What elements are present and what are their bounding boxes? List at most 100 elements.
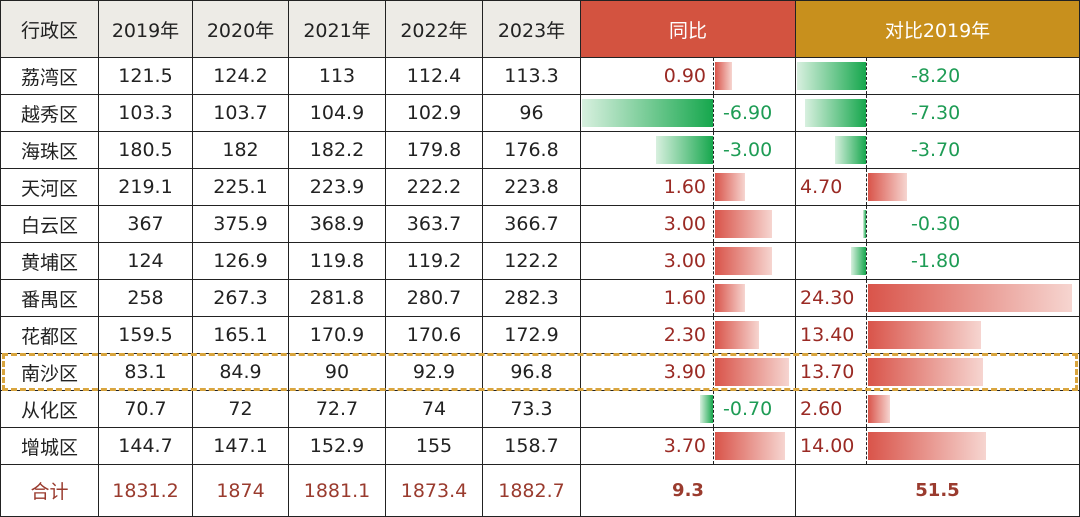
vs2019-positive-bar <box>868 173 908 201</box>
total-year-value: 1882.7 <box>482 464 581 517</box>
yoy-cell: 3.70 <box>580 427 796 465</box>
year-value: 179.8 <box>385 131 483 169</box>
total-vs2019: 51.5 <box>795 464 1080 517</box>
year-value: 104.9 <box>288 94 386 132</box>
year-value: 119.8 <box>288 242 386 280</box>
year-value: 155 <box>385 427 483 465</box>
vs2019-cell: 14.00 <box>795 427 1080 465</box>
yoy-cell: -3.00 <box>580 131 796 169</box>
year-value: 219.1 <box>98 168 193 206</box>
yoy-value: -6.90 <box>723 102 773 124</box>
yoy-negative-bar <box>699 395 713 423</box>
year-value: 367 <box>98 205 193 243</box>
vs2019-negative-bar <box>850 247 866 275</box>
header-2019: 2019年 <box>98 0 193 58</box>
district-name: 南沙区 <box>0 353 99 391</box>
vs2019-cell: -3.70 <box>795 131 1080 169</box>
zero-axis-line <box>866 169 867 205</box>
district-name: 黄埔区 <box>0 242 99 280</box>
total-year-value: 1874 <box>192 464 289 517</box>
vs2019-cell: 2.60 <box>795 390 1080 428</box>
zero-axis-line <box>713 132 714 168</box>
year-value: 368.9 <box>288 205 386 243</box>
yoy-value: -0.70 <box>723 398 773 420</box>
year-value: 172.9 <box>482 316 581 354</box>
table-row: 黄埔区 124 126.9 119.8 119.2 122.2 3.00 -1.80 <box>0 242 1080 280</box>
year-value: 176.8 <box>482 131 581 169</box>
header-2020: 2020年 <box>192 0 289 58</box>
table-row: 从化区 70.7 72 72.7 74 73.3 -0.70 2.60 <box>0 390 1080 428</box>
district-name: 从化区 <box>0 390 99 428</box>
year-value: 73.3 <box>482 390 581 428</box>
yoy-negative-bar <box>656 136 713 164</box>
zero-axis-line <box>713 428 714 464</box>
year-value: 96 <box>482 94 581 132</box>
year-value: 281.8 <box>288 279 386 317</box>
header-2022: 2022年 <box>385 0 483 58</box>
yoy-cell: 1.60 <box>580 279 796 317</box>
year-value: 72.7 <box>288 390 386 428</box>
district-name: 荔湾区 <box>0 57 99 95</box>
zero-axis-line <box>713 169 714 205</box>
year-value: 144.7 <box>98 427 193 465</box>
zero-axis-line <box>713 95 714 131</box>
year-value: 72 <box>192 390 289 428</box>
year-value: 103.3 <box>98 94 193 132</box>
total-year-value: 1881.1 <box>288 464 386 517</box>
yoy-positive-bar <box>715 62 733 90</box>
yoy-cell: 3.90 <box>580 353 796 391</box>
yoy-positive-bar <box>715 210 772 238</box>
year-value: 83.1 <box>98 353 193 391</box>
year-value: 119.2 <box>385 242 483 280</box>
yoy-value: 3.90 <box>663 361 706 383</box>
vs2019-value: -0.30 <box>911 213 961 235</box>
year-value: 92.9 <box>385 353 483 391</box>
vs2019-cell: 4.70 <box>795 168 1080 206</box>
year-value: 267.3 <box>192 279 289 317</box>
vs2019-negative-bar <box>797 62 866 90</box>
header-vs-2019: 对比2019年 <box>795 0 1080 58</box>
year-value: 170.6 <box>385 316 483 354</box>
year-value: 90 <box>288 353 386 391</box>
table-row: 白云区 367 375.9 368.9 363.7 366.7 3.00 -0.30 <box>0 205 1080 243</box>
district-name: 番禺区 <box>0 279 99 317</box>
year-value: 225.1 <box>192 168 289 206</box>
vs2019-cell: 24.30 <box>795 279 1080 317</box>
table-row: 海珠区 180.5 182 182.2 179.8 176.8 -3.00 -3.70 <box>0 131 1080 169</box>
vs2019-positive-bar <box>868 321 981 349</box>
table-row: 天河区 219.1 225.1 223.9 222.2 223.8 1.60 4.70 <box>0 168 1080 206</box>
zero-axis-line <box>713 58 714 94</box>
vs2019-positive-bar <box>868 395 890 423</box>
yoy-positive-bar <box>715 358 790 386</box>
vs2019-value: 4.70 <box>800 176 843 198</box>
total-row: 合计 1831.2 1874 1881.1 1873.4 1882.7 9.3 51.5 <box>0 464 1080 517</box>
table-row: 越秀区 103.3 103.7 104.9 102.9 96 -6.90 -7.30 <box>0 94 1080 132</box>
year-value: 222.2 <box>385 168 483 206</box>
zero-axis-line <box>866 206 867 242</box>
year-value: 102.9 <box>385 94 483 132</box>
year-value: 182 <box>192 131 289 169</box>
yoy-cell: -0.70 <box>580 390 796 428</box>
header-row: 行政区 2019年 2020年 2021年 2022年 2023年 同比 对比2… <box>0 0 1080 58</box>
vs2019-cell: -8.20 <box>795 57 1080 95</box>
table-row: 花都区 159.5 165.1 170.9 170.6 172.9 2.30 13.40 <box>0 316 1080 354</box>
vs2019-cell: -7.30 <box>795 94 1080 132</box>
yoy-value: 3.00 <box>663 250 706 272</box>
year-value: 113 <box>288 57 386 95</box>
year-value: 158.7 <box>482 427 581 465</box>
yoy-value: 1.60 <box>663 287 706 309</box>
vs2019-value: 24.30 <box>800 287 855 309</box>
zero-axis-line <box>713 243 714 279</box>
year-value: 223.9 <box>288 168 386 206</box>
district-name: 白云区 <box>0 205 99 243</box>
year-value: 147.1 <box>192 427 289 465</box>
year-value: 84.9 <box>192 353 289 391</box>
zero-axis-line <box>866 132 867 168</box>
year-value: 258 <box>98 279 193 317</box>
yoy-negative-bar <box>581 99 713 127</box>
vs2019-cell: 13.70 <box>795 353 1080 391</box>
yoy-positive-bar <box>715 173 746 201</box>
yoy-cell: 2.30 <box>580 316 796 354</box>
vs2019-positive-bar <box>868 432 986 460</box>
year-value: 363.7 <box>385 205 483 243</box>
